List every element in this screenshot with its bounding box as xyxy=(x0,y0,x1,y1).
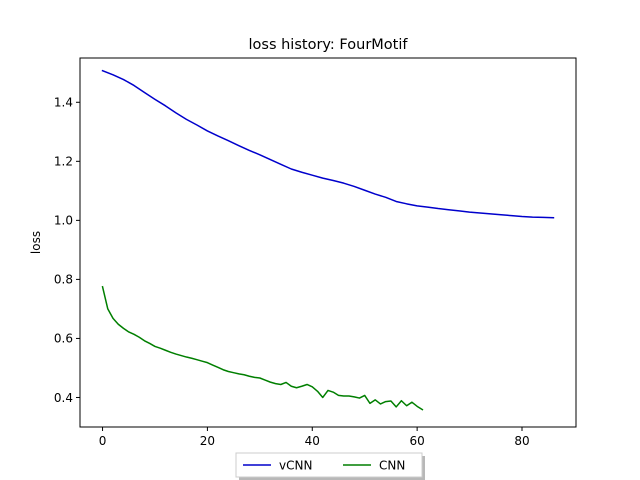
x-tick-label: 60 xyxy=(409,434,424,448)
plot-frame xyxy=(79,57,577,428)
series-line-cnn xyxy=(101,285,424,411)
y-tick-label: 0.6 xyxy=(54,332,73,346)
y-axis: 0.4 0.6 0.8 1.0 1.2 1.4 xyxy=(54,96,80,405)
y-tick-label: 1.0 xyxy=(54,214,73,228)
x-axis: 0 20 40 60 80 xyxy=(99,427,530,448)
y-tick-label: 0.4 xyxy=(54,391,73,405)
chart-title: loss history: FourMotif xyxy=(249,37,409,53)
x-tick-label: 20 xyxy=(200,434,215,448)
legend-label-vcnn: vCNN xyxy=(279,458,312,472)
x-tick-label: 0 xyxy=(99,434,107,448)
x-tick-label: 80 xyxy=(514,434,529,448)
y-tick-label: 1.4 xyxy=(54,96,73,110)
y-tick-label: 0.8 xyxy=(54,273,73,287)
series-layer xyxy=(101,69,555,411)
legend-label-cnn: CNN xyxy=(379,458,405,472)
plot-area xyxy=(80,58,576,427)
legend: vCNN CNN xyxy=(235,452,425,480)
y-tick-label: 1.2 xyxy=(54,155,73,169)
y-axis-label: loss xyxy=(29,231,43,254)
x-tick-label: 40 xyxy=(305,434,320,448)
series-line-vcnn xyxy=(101,69,555,219)
